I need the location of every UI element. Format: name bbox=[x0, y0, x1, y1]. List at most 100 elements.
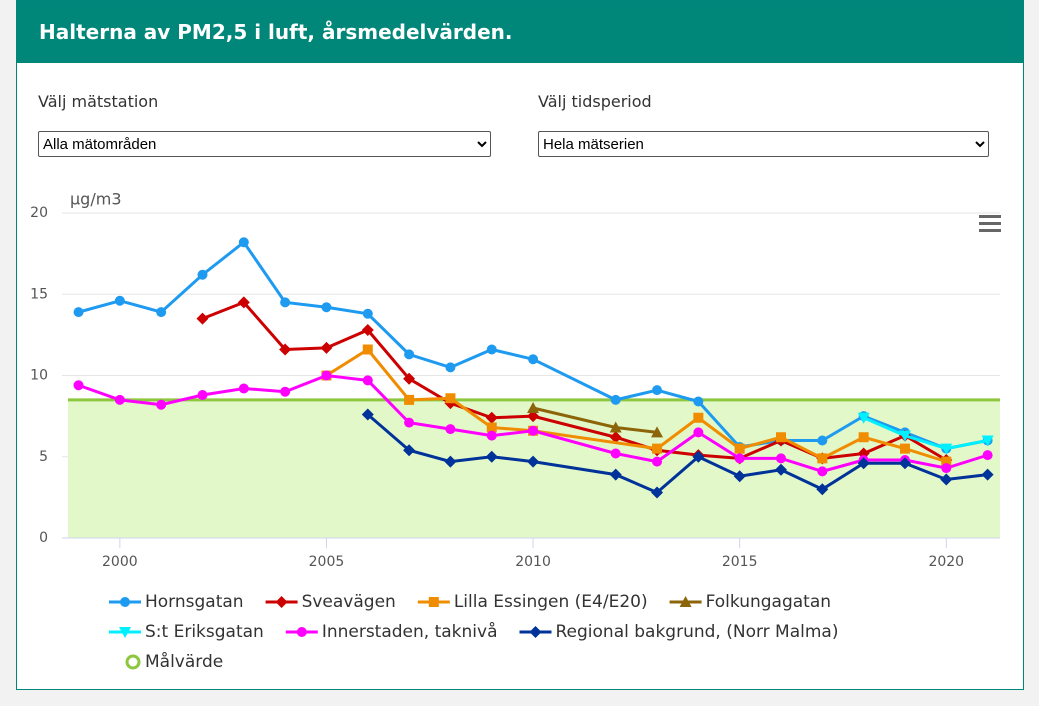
point bbox=[775, 453, 786, 464]
legend-item: Lilla Essingen (E4/E20) bbox=[417, 592, 648, 612]
x-tick-label: 2010 bbox=[515, 554, 551, 570]
point bbox=[857, 412, 870, 424]
point bbox=[858, 432, 869, 443]
card: Halterna av PM2,5 i luft, årsmedelvärden… bbox=[16, 0, 1024, 690]
point bbox=[775, 432, 786, 443]
point bbox=[321, 370, 332, 381]
point bbox=[610, 394, 621, 405]
legend-item: Hornsgatan bbox=[109, 592, 244, 612]
point bbox=[609, 468, 622, 481]
period-select[interactable]: Hela mätserien bbox=[538, 131, 989, 157]
point bbox=[362, 308, 373, 319]
point bbox=[114, 394, 125, 405]
point bbox=[279, 343, 292, 356]
point bbox=[296, 627, 307, 637]
point bbox=[444, 455, 457, 468]
legend-item: Folkungagatan bbox=[669, 592, 831, 612]
point bbox=[693, 412, 704, 423]
point bbox=[120, 597, 130, 607]
legend-item: Innerstaden, taknivå bbox=[285, 621, 498, 642]
point bbox=[609, 431, 622, 444]
point bbox=[361, 324, 374, 336]
point bbox=[652, 456, 663, 467]
point bbox=[280, 386, 291, 397]
legend-label: Sveavägen bbox=[302, 592, 396, 612]
point bbox=[652, 385, 663, 396]
y-axis-label: μg/m3 bbox=[70, 190, 122, 209]
point bbox=[774, 463, 787, 476]
point bbox=[404, 349, 415, 360]
point bbox=[361, 408, 374, 421]
legend-label: Hornsgatan bbox=[145, 592, 244, 612]
point bbox=[529, 626, 542, 638]
point bbox=[156, 307, 167, 318]
point bbox=[275, 596, 288, 608]
point bbox=[238, 383, 249, 394]
menu-bar bbox=[979, 229, 1001, 232]
point bbox=[898, 430, 911, 442]
point bbox=[404, 417, 415, 428]
legend-label: Lilla Essingen (E4/E20) bbox=[454, 592, 648, 612]
point bbox=[651, 426, 664, 438]
point bbox=[817, 435, 828, 446]
x-tick-label: 2020 bbox=[928, 554, 964, 570]
legend-item: Målvärde bbox=[125, 651, 223, 672]
point bbox=[898, 457, 911, 470]
point bbox=[119, 627, 131, 638]
point bbox=[982, 450, 993, 461]
series-line bbox=[78, 373, 989, 473]
point bbox=[73, 307, 84, 318]
point bbox=[734, 443, 745, 454]
point bbox=[857, 457, 870, 470]
point bbox=[817, 466, 828, 477]
point bbox=[362, 344, 373, 355]
y-tick-label: 15 bbox=[30, 286, 48, 302]
point bbox=[404, 394, 415, 405]
point bbox=[527, 410, 540, 423]
point bbox=[445, 393, 456, 404]
point bbox=[485, 450, 498, 463]
x-tick-label: 2000 bbox=[102, 554, 138, 570]
point bbox=[610, 448, 621, 459]
point bbox=[73, 380, 84, 391]
point bbox=[156, 399, 167, 410]
card-header: Halterna av PM2,5 i luft, årsmedelvärden… bbox=[17, 1, 1023, 63]
point bbox=[445, 362, 456, 373]
point bbox=[734, 453, 745, 464]
point bbox=[693, 396, 704, 407]
point bbox=[196, 312, 209, 325]
point bbox=[527, 402, 540, 413]
point bbox=[940, 473, 953, 486]
point bbox=[609, 421, 622, 433]
point bbox=[679, 596, 692, 607]
point bbox=[941, 456, 952, 467]
legend-label: Regional bakgrund, (Norr Malma) bbox=[556, 622, 839, 642]
x-tick-label: 2015 bbox=[722, 554, 758, 570]
y-tick-label: 10 bbox=[30, 368, 48, 384]
point bbox=[981, 435, 994, 447]
series-line bbox=[863, 416, 988, 451]
point bbox=[817, 453, 828, 464]
x-tick-label: 2005 bbox=[309, 554, 345, 570]
legend-item: S:t Eriksgatan bbox=[109, 622, 264, 642]
menu-bar bbox=[979, 215, 1001, 218]
series-line bbox=[201, 300, 948, 462]
legend-label: Målvärde bbox=[145, 651, 223, 672]
point bbox=[486, 430, 497, 441]
point bbox=[651, 486, 664, 499]
point bbox=[321, 302, 332, 313]
point bbox=[280, 297, 291, 308]
point bbox=[528, 354, 539, 365]
point bbox=[528, 425, 539, 436]
point bbox=[940, 443, 953, 455]
legend-label: Folkungagatan bbox=[706, 592, 831, 612]
menu-button[interactable] bbox=[979, 215, 1001, 232]
point bbox=[693, 427, 704, 438]
point bbox=[403, 444, 416, 457]
point bbox=[445, 424, 456, 435]
point bbox=[652, 443, 663, 454]
station-select[interactable]: Alla mätområden bbox=[38, 131, 491, 157]
control-label: Välj tidsperiod bbox=[538, 92, 652, 111]
legend-item: Sveavägen bbox=[265, 592, 396, 612]
